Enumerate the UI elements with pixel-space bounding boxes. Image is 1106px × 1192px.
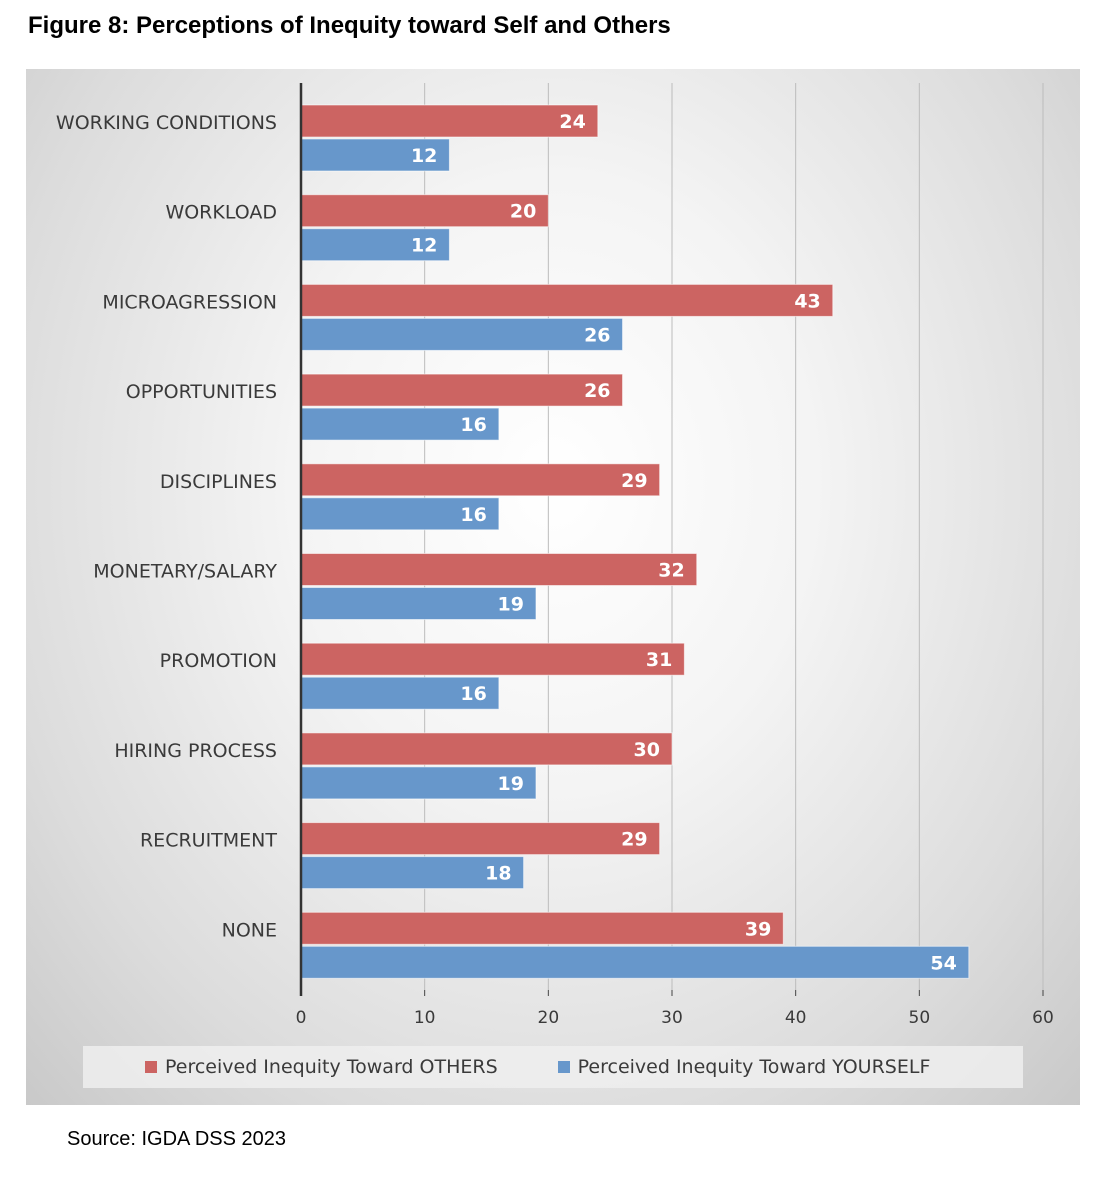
data-label: 29 [621,829,647,851]
bar-others [300,732,673,766]
data-label: 19 [498,594,524,616]
data-label: 29 [621,470,647,492]
bar-chart: 0 10 20 30 40 50 60 WORKING CONDITIONS 24 12 WORKL… [56,83,1054,1028]
bar-yourself [300,856,525,890]
x-tick-label: 50 [909,1008,931,1028]
legend: Perceived Inequity Toward OTHERS Perceiv… [83,1046,1023,1088]
bar-others [300,911,784,945]
x-tick-label: 60 [1032,1008,1054,1028]
category-label: DISCIPLINES [160,471,277,493]
category-label: RECRUITMENT [140,830,277,852]
bar-others [300,104,599,138]
x-tick-label: 40 [785,1008,807,1028]
bar-yourself [300,317,624,351]
legend-swatch-yourself [557,1061,570,1073]
category-label: NONE [222,919,277,941]
data-label: 39 [745,918,771,940]
data-label: 26 [584,324,610,346]
data-label: 32 [658,560,684,582]
bar-yourself [300,945,970,979]
x-tick-label: 10 [414,1008,436,1028]
data-label: 26 [584,380,610,402]
data-label: 12 [411,145,437,167]
chart-area: 0 10 20 30 40 50 60 WORKING CONDITIONS 24 12 WORKL… [26,69,1080,1105]
legend-label-others: Perceived Inequity Toward OTHERS [165,1056,498,1078]
data-label: 18 [485,863,511,885]
data-label: 31 [646,649,672,671]
bar-yourself [300,676,500,710]
legend-label-yourself: Perceived Inequity Toward YOURSELF [577,1056,931,1078]
figure-title: Figure 8: Perceptions of Inequity toward… [28,12,671,39]
data-label: 16 [460,683,486,705]
x-tick-label: 20 [538,1008,560,1028]
data-label: 54 [930,952,956,974]
x-tick-label: 0 [296,1008,307,1028]
x-tick-label: 30 [661,1008,683,1028]
bar-others [300,373,624,407]
category-label: HIRING PROCESS [114,740,277,762]
bar-yourself [300,766,537,800]
bar-others [300,283,834,317]
data-label: 24 [559,111,585,133]
category-label: MONETARY/SALARY [93,561,277,583]
legend-swatch-others [145,1061,157,1073]
category-label: OPPORTUNITIES [126,381,277,403]
bar-others [300,194,549,228]
data-label: 12 [411,235,437,257]
data-label: 30 [634,739,660,761]
bar-yourself [300,138,450,172]
source-note: Source: IGDA DSS 2023 [67,1128,287,1150]
data-label: 20 [510,201,536,223]
bar-yourself [300,407,500,441]
category-label: WORKLOAD [165,202,277,224]
bar-others [300,642,685,676]
data-label: 19 [498,773,524,795]
category-label: PROMOTION [160,650,277,672]
legend-item-others: Perceived Inequity Toward OTHERS [145,1056,498,1078]
bar-others [300,822,661,856]
data-label: 43 [794,290,820,312]
bar-others [300,463,661,497]
category-label: MICROAGRESSION [102,291,277,313]
category-label: WORKING CONDITIONS [56,112,277,134]
legend-item-yourself: Perceived Inequity Toward YOURSELF [557,1056,931,1078]
data-label: 16 [460,504,486,526]
bar-others [300,553,698,586]
data-label: 16 [460,414,486,436]
